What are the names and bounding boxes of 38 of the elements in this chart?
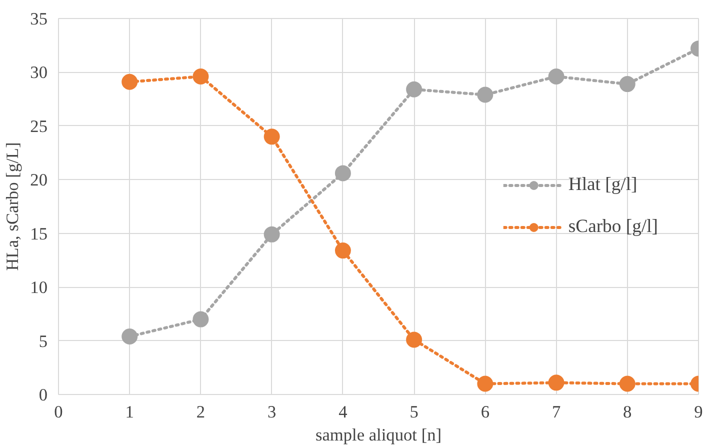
point [334, 165, 351, 182]
legend-label: Hlat [g/l] [568, 174, 638, 196]
x-tick-label: 0 [54, 402, 63, 422]
point [406, 81, 422, 98]
point [619, 76, 636, 92]
point [406, 332, 422, 348]
point [477, 376, 494, 392]
x-tick-label: 3 [268, 402, 276, 422]
legend-label: sCarbo [g/l] [568, 216, 658, 238]
y-tick-label: 20 [30, 170, 48, 190]
y-tick-label: 25 [30, 116, 48, 136]
point [619, 376, 636, 392]
point [477, 86, 494, 103]
x-tick-label: 1 [125, 402, 134, 422]
y-tick-label: 0 [38, 386, 48, 404]
point [548, 68, 564, 84]
x-tick-label: 7 [552, 402, 561, 422]
x-axis-title: sample aliquot [n] [315, 426, 442, 444]
point [122, 328, 138, 344]
y-tick-label: 35 [30, 10, 48, 28]
y-axis-title: HLa, sCarbo [g/L] [3, 142, 22, 271]
point [264, 128, 280, 145]
y-tick-label: 5 [38, 332, 48, 351]
x-tick-label: 4 [338, 402, 348, 422]
x-tick-label: 9 [694, 402, 703, 422]
y-tick-label: 10 [30, 278, 48, 298]
y-tick-label: 30 [30, 63, 48, 82]
point [192, 68, 209, 84]
x-tick-label: 2 [196, 402, 206, 422]
point [334, 242, 351, 259]
point [122, 74, 138, 90]
x-tick-label: 8 [623, 402, 632, 422]
point [192, 311, 209, 328]
x-tick-label: 6 [480, 402, 490, 422]
point [548, 374, 564, 391]
x-tick-label: 5 [410, 402, 418, 422]
y-tick-label: 15 [30, 224, 48, 244]
point [264, 226, 280, 242]
